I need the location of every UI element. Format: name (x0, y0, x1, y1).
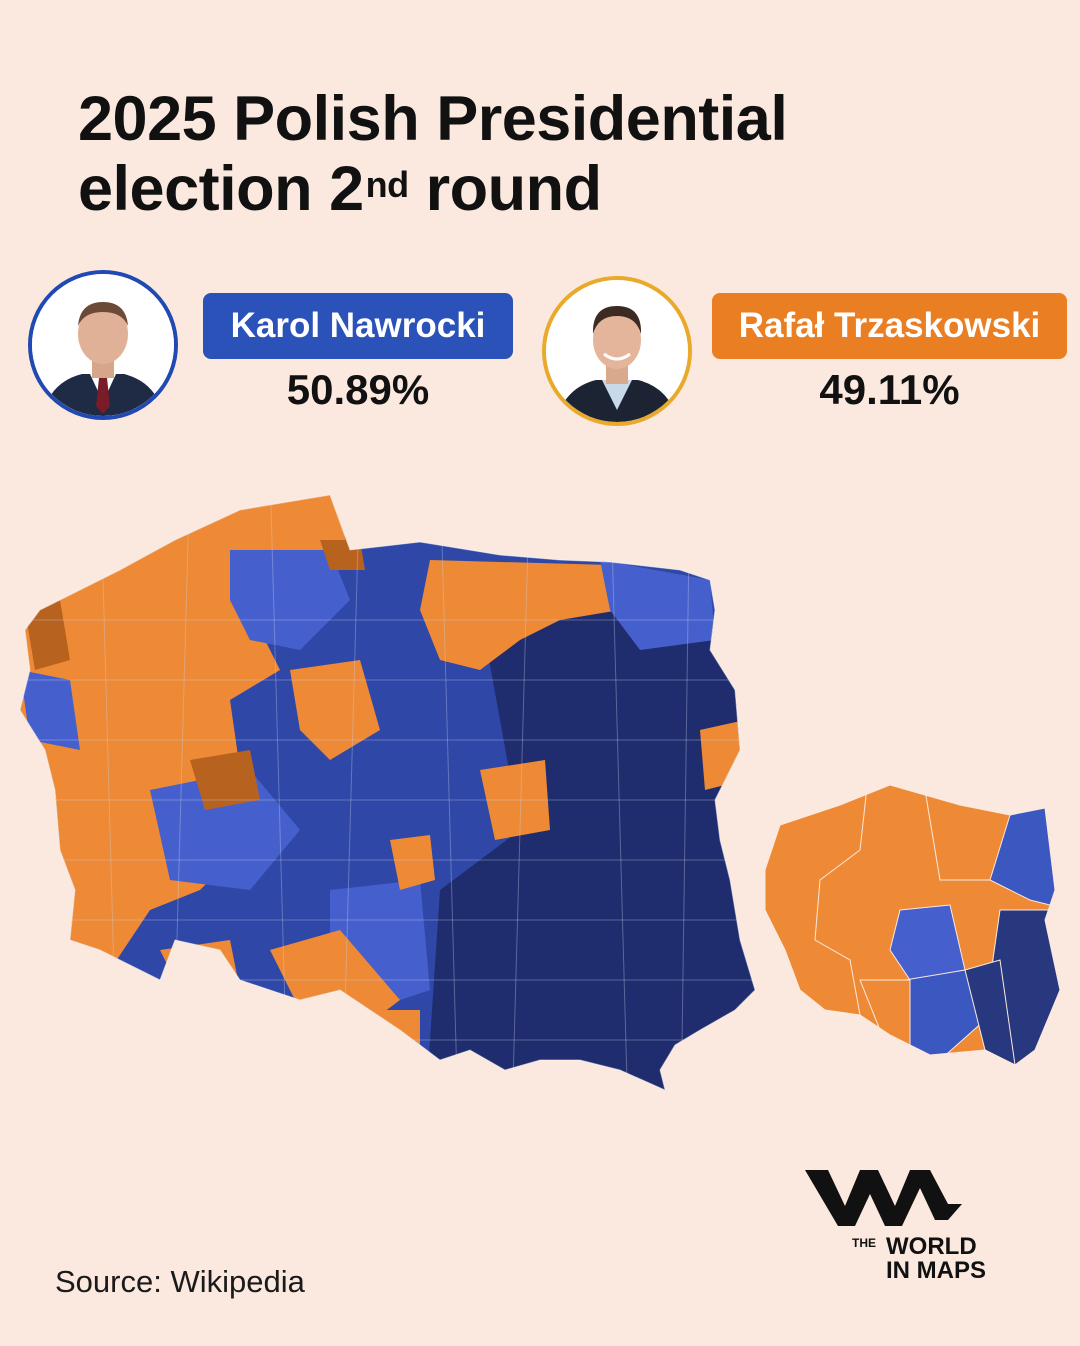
trzaskowski-percentage: 49.11% (819, 366, 960, 413)
region-orange-wroclaw-south (160, 940, 240, 1010)
trzaskowski-portrait (542, 276, 692, 426)
nawrocki-portrait (28, 270, 178, 420)
world-in-maps-logo: THE WORLD IN MAPS (800, 1164, 1020, 1294)
region-blue-centre-west (150, 770, 300, 890)
trzaskowski-name-badge: Rafał Trzaskowski (712, 293, 1067, 359)
logo-world-text: WORLD (886, 1233, 977, 1260)
page-title: 2025 Polish Presidential election 2nd ro… (78, 84, 978, 224)
region-orange-bydgoszcz (290, 660, 380, 760)
region-orange-northeast (420, 560, 620, 670)
voivodeship-results-map (764, 784, 1061, 1066)
source-credit: Source: Wikipedia (55, 1264, 305, 1299)
title-superscript: nd (365, 164, 409, 205)
region-orange-warsaw (480, 760, 550, 840)
region-blue-pomerania (230, 550, 350, 650)
county-results-map (19, 494, 756, 1091)
title-line-1: 2025 Polish Presidential (78, 84, 788, 154)
region-orange-krakow (370, 1010, 420, 1050)
logo-wm-mark (805, 1170, 962, 1226)
region-darkorange-szczecin (25, 600, 70, 670)
logo-the-text: THE (852, 1236, 876, 1250)
title-line-2-end: round (408, 154, 602, 224)
region-blue-west-edge (20, 670, 80, 750)
region-darkorange-poznan (190, 750, 260, 810)
inset-podkarpackie (964, 959, 1016, 1065)
region-dark-east (420, 580, 755, 1090)
region-blue-northeast (600, 560, 715, 650)
logo-in-maps-text: IN MAPS (886, 1257, 987, 1284)
nawrocki-name-badge: Karol Nawrocki (203, 293, 513, 359)
title-line-2-start: election 2 (78, 154, 364, 224)
nawrocki-percentage: 50.89% (286, 366, 430, 413)
region-orange-lodz (390, 835, 435, 890)
